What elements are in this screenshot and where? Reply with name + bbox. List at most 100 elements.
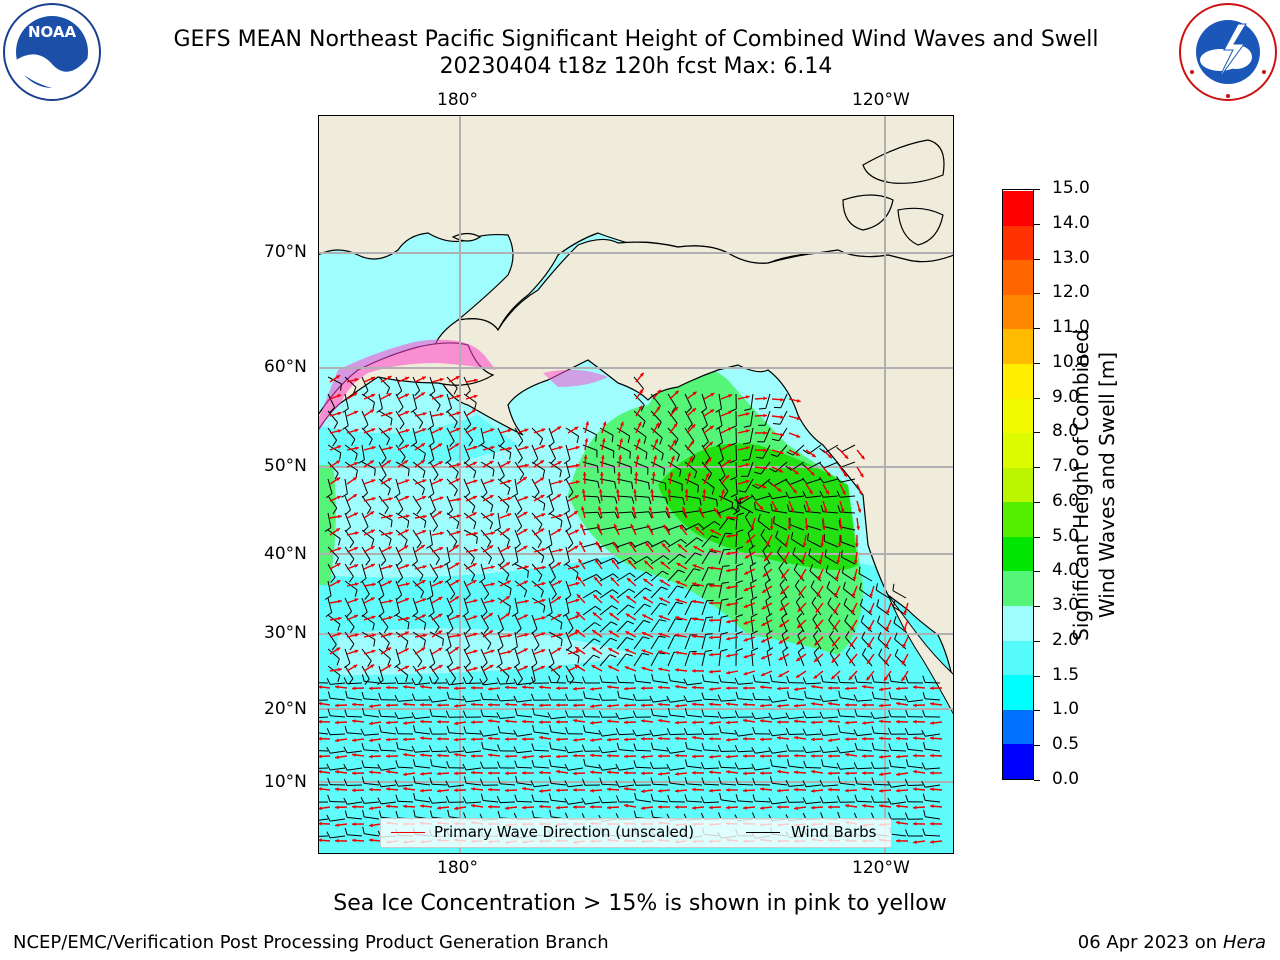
wind-barb-flag bbox=[752, 484, 759, 489]
wind-barb-flag bbox=[471, 506, 476, 513]
wave-arrow-head bbox=[590, 704, 594, 709]
wind-barb-flag bbox=[394, 493, 401, 499]
wind-barb-flag bbox=[861, 631, 866, 639]
wave-arrow-head bbox=[930, 821, 934, 826]
wind-barb bbox=[750, 600, 754, 616]
wind-barb-flag bbox=[686, 407, 692, 413]
wind-barb bbox=[839, 495, 856, 498]
wave-arrow-head bbox=[505, 613, 510, 617]
wave-arrow-head bbox=[845, 720, 849, 725]
wind-barb-flag bbox=[344, 810, 348, 818]
wave-arrow-head bbox=[473, 649, 478, 654]
wave-arrow-head bbox=[573, 738, 577, 742]
wind-barb bbox=[703, 749, 720, 752]
wave-arrow-head bbox=[807, 508, 811, 513]
wave-arrow-head bbox=[760, 787, 764, 791]
wave-arrow-head bbox=[576, 594, 581, 599]
wave-arrow-head bbox=[337, 429, 342, 433]
wave-arrow-head bbox=[420, 719, 424, 724]
wind-barb bbox=[550, 682, 567, 684]
wave-arrow-head bbox=[675, 753, 679, 758]
wind-barb-flag bbox=[479, 729, 484, 737]
wind-barb-flag bbox=[386, 387, 391, 395]
wave-arrow-head bbox=[388, 427, 392, 432]
wave-arrow-head bbox=[726, 686, 730, 690]
wave-arrow-head bbox=[868, 610, 873, 614]
wind-barb bbox=[551, 716, 567, 720]
wind-barb-flag bbox=[837, 675, 841, 683]
wave-arrow-head bbox=[619, 438, 623, 443]
wave-arrow-head bbox=[633, 489, 637, 493]
wind-barb bbox=[684, 552, 696, 565]
wave-arrow-head bbox=[573, 718, 577, 723]
wind-barb-flag bbox=[429, 727, 433, 735]
wind-barb-flag bbox=[790, 531, 794, 540]
wind-barb bbox=[778, 568, 788, 582]
wind-barb bbox=[684, 584, 693, 599]
wind-barb-flag bbox=[716, 499, 718, 507]
wind-barb bbox=[684, 537, 698, 548]
wind-barb bbox=[877, 638, 890, 650]
wind-barb bbox=[704, 680, 720, 684]
wave-arrow-head bbox=[488, 753, 492, 757]
wave-arrow-head bbox=[405, 410, 410, 415]
wave-arrow-head bbox=[352, 771, 356, 776]
wind-barb bbox=[480, 495, 494, 506]
wind-barb-flag bbox=[569, 678, 575, 685]
wind-barb bbox=[582, 427, 597, 436]
wave-arrow-head bbox=[318, 769, 322, 774]
wind-barb bbox=[480, 631, 492, 644]
wave-arrow-head bbox=[849, 659, 854, 664]
wind-barb-flag bbox=[338, 538, 341, 546]
wind-barb bbox=[599, 495, 616, 498]
wave-arrow-head bbox=[896, 804, 900, 809]
wind-barb bbox=[738, 698, 754, 701]
wave-arrow-head bbox=[318, 736, 322, 741]
wind-barb-flag bbox=[393, 612, 400, 617]
wind-barb bbox=[840, 782, 856, 786]
wind-barb-flag bbox=[797, 646, 804, 653]
wind-barb bbox=[497, 648, 503, 664]
wave-arrow-head bbox=[372, 582, 376, 587]
wave-arrow-head bbox=[692, 634, 696, 639]
wind-barb bbox=[415, 799, 431, 803]
wind-barb bbox=[514, 580, 527, 591]
wave-arrow-head bbox=[710, 409, 715, 413]
wave-arrow-head bbox=[727, 444, 732, 448]
wind-barb bbox=[667, 461, 682, 471]
wind-barb-flag bbox=[629, 572, 636, 578]
wave-arrow-head bbox=[832, 642, 836, 647]
wind-barb bbox=[826, 587, 839, 599]
wave-arrow-head bbox=[585, 421, 589, 426]
wave-arrow-head bbox=[762, 484, 767, 489]
wave-arrow-head bbox=[672, 439, 676, 444]
wave-direction-swatch bbox=[391, 832, 425, 833]
wind-barb bbox=[531, 444, 539, 459]
wind-barb bbox=[633, 653, 643, 667]
wave-arrow-head bbox=[439, 377, 444, 382]
wind-barb-flag bbox=[718, 760, 722, 768]
wind-barb bbox=[497, 597, 511, 607]
wind-barb bbox=[703, 801, 720, 804]
wind-barb-flag bbox=[410, 442, 417, 447]
wave-arrow-head bbox=[798, 591, 803, 596]
wind-barb bbox=[497, 546, 505, 561]
wave-arrow-head bbox=[862, 754, 866, 759]
wind-barb-flag bbox=[614, 496, 618, 504]
wave-arrow-head bbox=[576, 611, 581, 616]
wind-barb bbox=[480, 648, 488, 663]
wave-arrow-head bbox=[539, 703, 543, 708]
wave-arrow-head bbox=[386, 685, 390, 690]
wind-barb-flag bbox=[770, 503, 773, 511]
wind-barb bbox=[531, 614, 538, 630]
wave-arrow-head bbox=[338, 599, 342, 604]
footer-producer: NCEP/EMC/Verification Post Processing Pr… bbox=[13, 932, 609, 953]
wind-barb-flag bbox=[721, 598, 729, 601]
wave-arrow-head bbox=[709, 635, 713, 640]
wave-arrow-head bbox=[777, 704, 781, 708]
wind-barb bbox=[840, 541, 856, 548]
wave-arrow-head bbox=[386, 720, 390, 725]
wave-arrow-head bbox=[369, 738, 373, 743]
wind-barb-flag bbox=[428, 442, 435, 447]
wind-barb bbox=[701, 651, 706, 667]
